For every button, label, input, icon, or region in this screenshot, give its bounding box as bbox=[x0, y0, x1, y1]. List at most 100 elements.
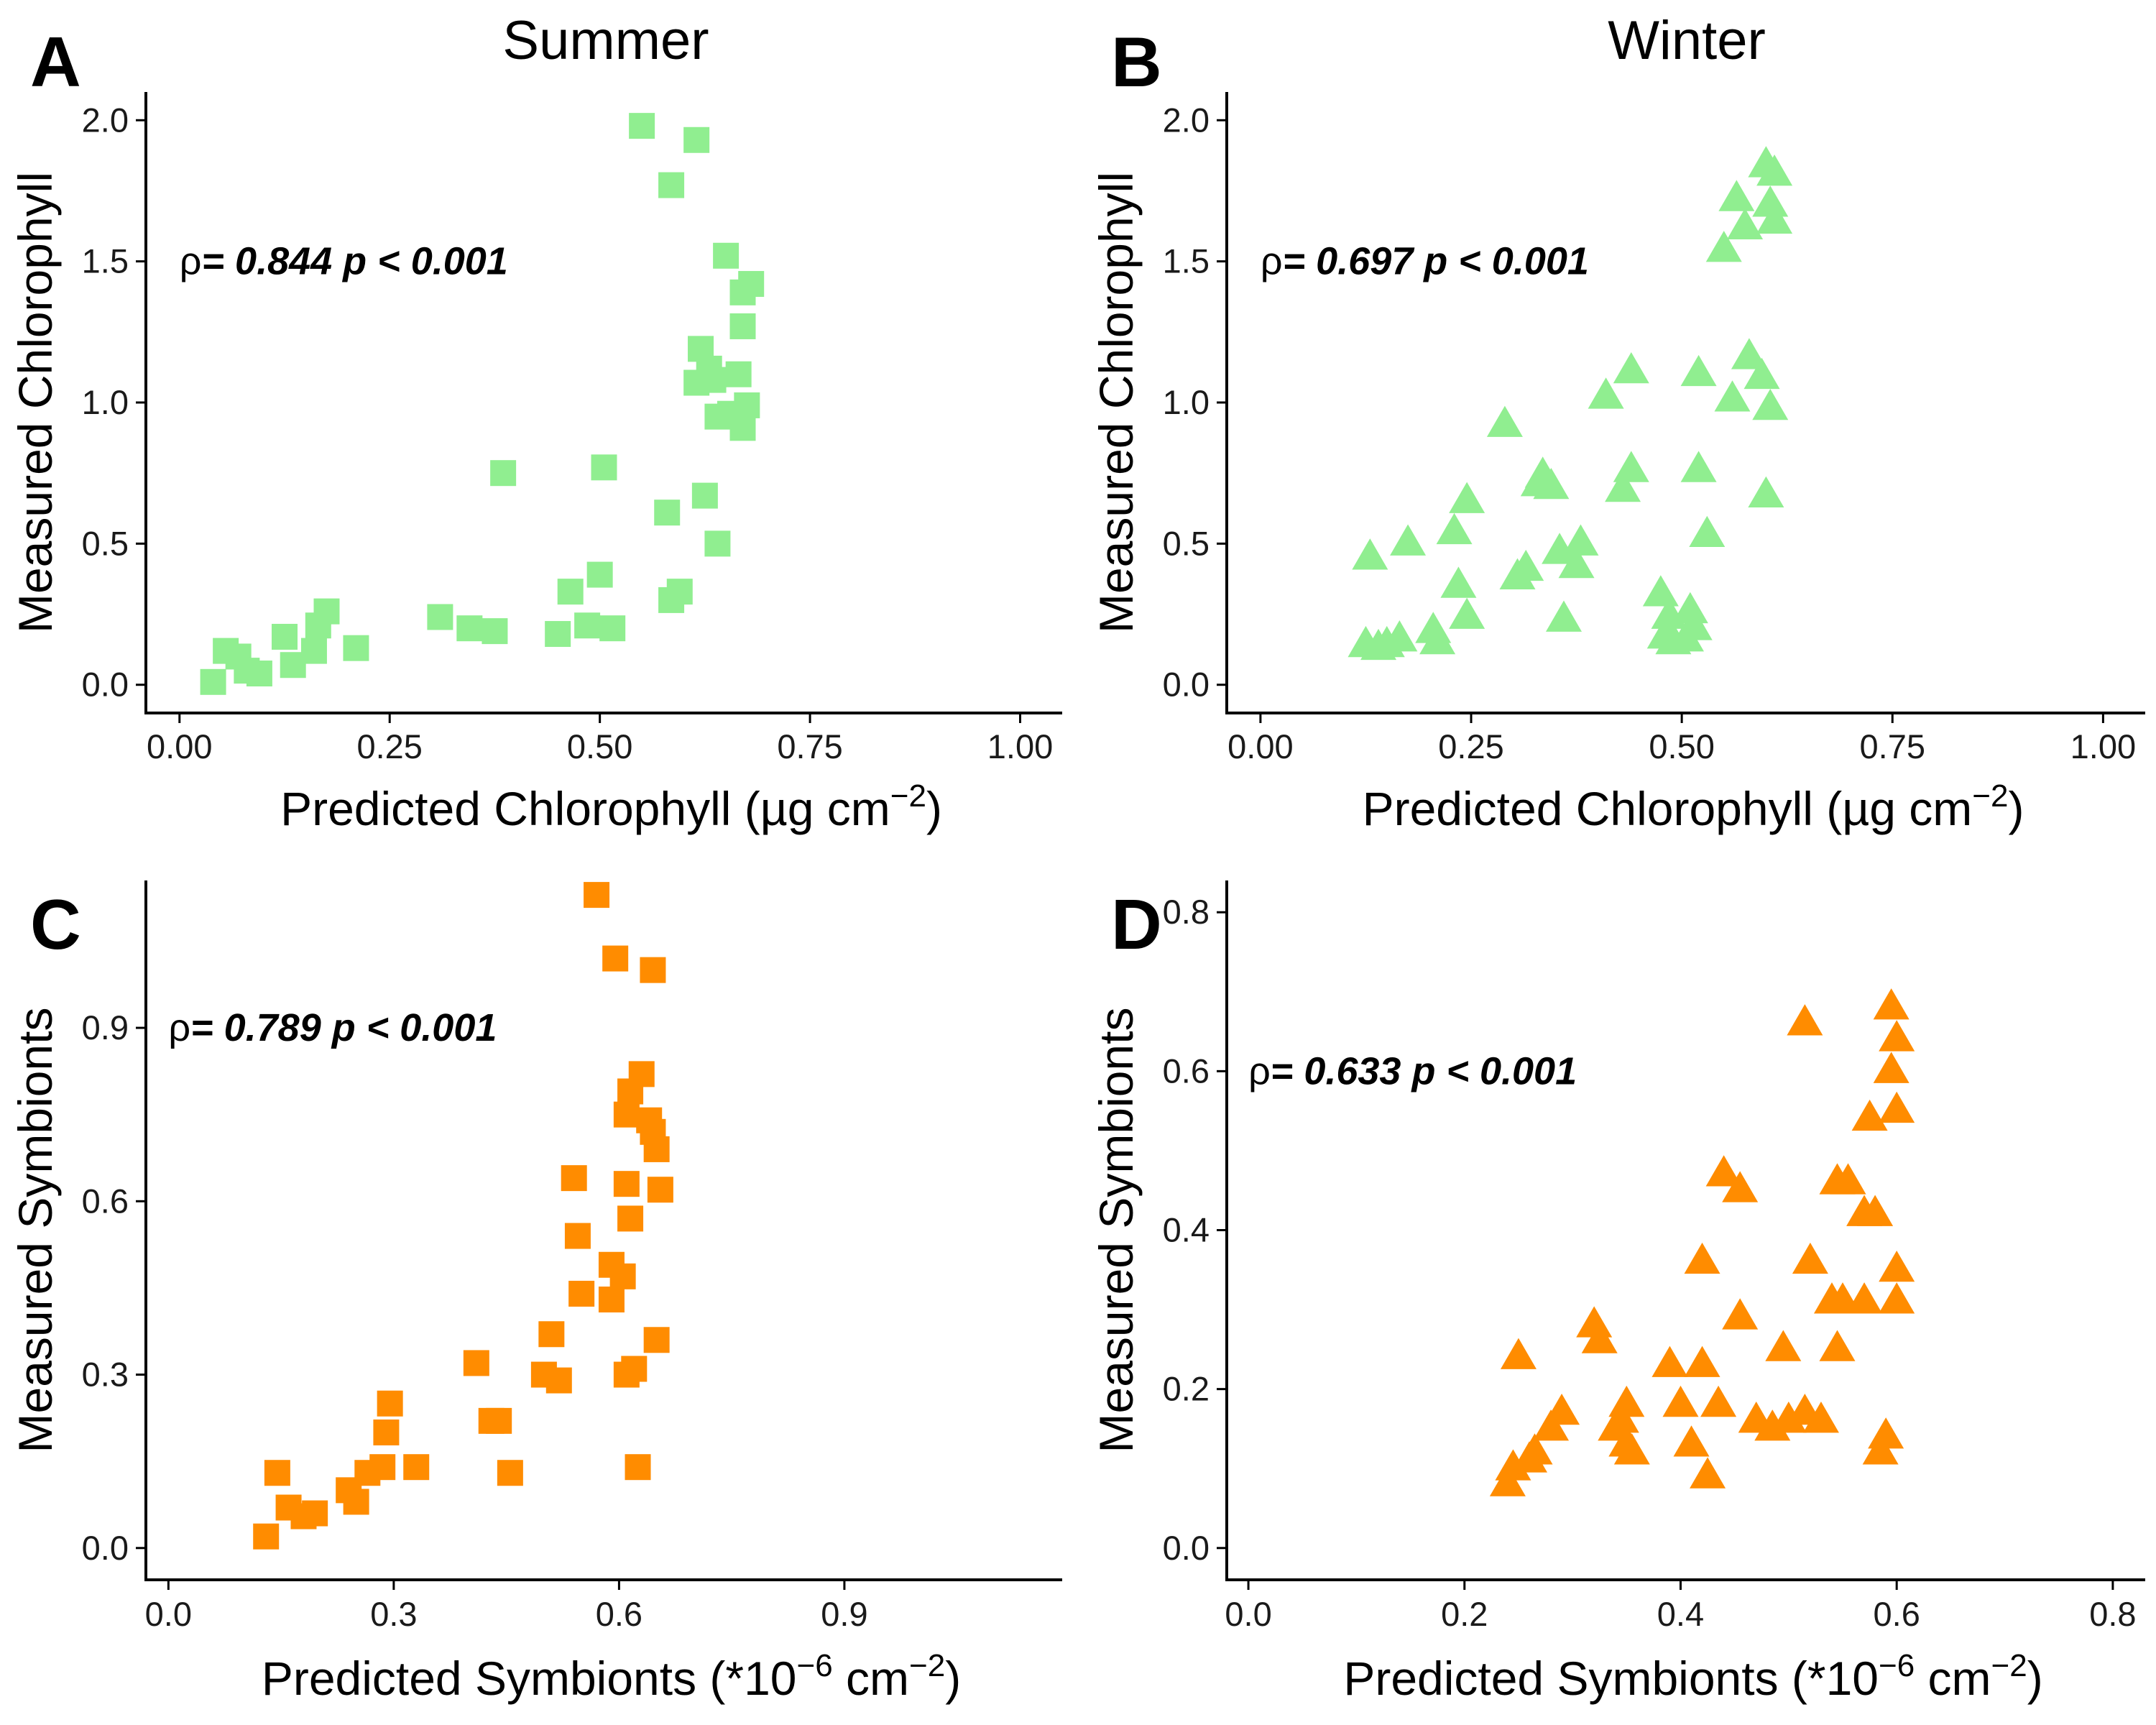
x-tick-label: 0.9 bbox=[821, 1595, 867, 1633]
data-point-triangle bbox=[1857, 1195, 1894, 1226]
panel-c-summer-symbionts: 0.0 0.3 0.6 0.9 0.0 0.3 0.6 0.9 ρ= 0.789 p < 0.0… bbox=[9, 880, 1062, 1705]
x-axis-title-end: ) bbox=[2027, 1652, 2043, 1705]
data-point-square bbox=[654, 500, 681, 526]
x-tick-label: 1.00 bbox=[2070, 727, 2136, 765]
data-point-square bbox=[377, 1390, 403, 1417]
x-axis-title-unit: cm bbox=[1915, 1652, 1991, 1705]
data-point-triangle bbox=[1722, 1171, 1759, 1202]
data-point-square bbox=[545, 621, 571, 648]
y-tick-label: 0.6 bbox=[1163, 1052, 1210, 1090]
data-point-square bbox=[545, 1367, 572, 1394]
data-point-triangle bbox=[1440, 566, 1477, 598]
data-point-triangle bbox=[1752, 389, 1789, 420]
data-point-square bbox=[598, 1286, 625, 1312]
y-tick-label: 0.8 bbox=[1163, 893, 1210, 931]
rho-symbol: ρ bbox=[1261, 240, 1283, 283]
y-tick-label: 0.0 bbox=[1163, 1529, 1210, 1567]
data-point-triangle bbox=[1705, 231, 1742, 262]
data-point-square bbox=[613, 1171, 640, 1197]
data-point-square bbox=[704, 530, 731, 557]
y-tick-label: 0.2 bbox=[1163, 1370, 1210, 1408]
panel-b-winter-chlorophyll: 0.00 0.25 0.50 0.75 1.00 0.0 0.5 1.0 1.5 2.0 ρ= 0.… bbox=[1089, 22, 2145, 835]
y-axis-title: Measured Chlorophyll bbox=[1089, 172, 1143, 633]
data-point-triangle bbox=[1680, 451, 1717, 482]
x-tick-label: 0.75 bbox=[1860, 727, 1925, 765]
data-point-triangle bbox=[1533, 1409, 1570, 1441]
column-title-summer: Summer bbox=[502, 10, 709, 71]
rho-symbol: ρ bbox=[168, 1006, 190, 1049]
x-axis-title-main: Predicted Symbionts (*10 bbox=[262, 1652, 797, 1705]
y-tick-label: 2.0 bbox=[1163, 101, 1210, 139]
x-axis-title: Predicted Symbionts (*10−6 cm−2) bbox=[1343, 1648, 2042, 1705]
data-point-triangle bbox=[1562, 524, 1599, 556]
data-point-triangle bbox=[1642, 575, 1679, 607]
data-point-triangle bbox=[1381, 620, 1418, 652]
data-point-triangle bbox=[1879, 1091, 1915, 1123]
correlation-text: = 0.789 p < 0.001 bbox=[190, 1006, 497, 1049]
data-point-square bbox=[683, 126, 710, 153]
data-point-square bbox=[456, 615, 483, 642]
data-point-square bbox=[713, 242, 740, 269]
correlation-annotation: ρ= 0.697 p < 0.001 bbox=[1261, 240, 1589, 283]
data-point-square bbox=[272, 623, 298, 650]
data-point-square bbox=[343, 635, 369, 661]
x-tick-label: 0.25 bbox=[356, 727, 422, 765]
data-point-triangle bbox=[1545, 600, 1582, 632]
correlation-annotation: ρ= 0.844 p < 0.001 bbox=[180, 240, 508, 283]
x-tick-label: 0.00 bbox=[147, 727, 212, 765]
y-tick-label: 0.5 bbox=[1163, 524, 1210, 562]
x-tick-label: 0.6 bbox=[1874, 1595, 1920, 1633]
panel-letter: B bbox=[1111, 22, 1162, 101]
data-point-triangle bbox=[1449, 597, 1485, 629]
data-point-triangle bbox=[1727, 208, 1764, 239]
data-point-triangle bbox=[1613, 451, 1649, 482]
data-point-triangle bbox=[1544, 1393, 1580, 1425]
data-point-square bbox=[490, 460, 517, 487]
data-point-triangle bbox=[1770, 1402, 1807, 1433]
panel-a-summer-chlorophyll: 0.00 0.25 0.50 0.75 1.00 0.0 0.5 1.0 1.5 2.0 ρ= 0.… bbox=[9, 22, 1062, 835]
correlation-annotation: ρ= 0.633 p < 0.001 bbox=[1248, 1049, 1577, 1092]
rho-symbol: ρ bbox=[1248, 1049, 1271, 1092]
data-point-triangle bbox=[1873, 988, 1909, 1020]
data-point-triangle bbox=[1500, 1338, 1537, 1369]
data-point-triangle bbox=[1449, 482, 1485, 513]
y-axis-title: Measured Symbionts bbox=[1089, 1008, 1143, 1453]
x-tick-label: 0.75 bbox=[777, 727, 842, 765]
correlation-text: = 0.633 p < 0.001 bbox=[1271, 1049, 1577, 1092]
y-axis-title: Measured Symbionts bbox=[9, 1008, 62, 1453]
x-axis-title-main: Predicted Symbionts (*10 bbox=[1343, 1652, 1879, 1705]
data-point-triangle bbox=[1605, 470, 1641, 502]
data-point-triangle bbox=[1718, 180, 1755, 211]
data-point-square bbox=[643, 1136, 670, 1162]
data-point-square bbox=[497, 1460, 523, 1486]
data-point-triangle bbox=[1588, 377, 1624, 409]
data-point-triangle bbox=[1684, 1242, 1720, 1274]
data-point-square bbox=[343, 1489, 369, 1515]
data-point-square bbox=[658, 172, 685, 198]
x-axis-title-superscript: −2 bbox=[1991, 1648, 2027, 1683]
x-axis-title-superscript: −6 bbox=[1879, 1648, 1915, 1683]
data-point-square bbox=[729, 313, 756, 339]
x-axis-title-superscript: −6 bbox=[797, 1648, 833, 1683]
x-tick-label: 0.2 bbox=[1441, 1595, 1488, 1633]
data-point-square bbox=[734, 392, 760, 418]
data-point-square bbox=[643, 1327, 670, 1353]
data-point-square bbox=[700, 367, 727, 393]
x-tick-label: 1.00 bbox=[987, 727, 1053, 765]
data-point-square bbox=[561, 1165, 587, 1192]
x-tick-label: 0.8 bbox=[2089, 1595, 2136, 1633]
data-point-square bbox=[725, 361, 752, 387]
data-point-triangle bbox=[1542, 533, 1578, 564]
y-tick-label: 0.0 bbox=[1163, 666, 1210, 704]
y-axis-title: Measured Chlorophyll bbox=[9, 172, 62, 633]
data-point-square bbox=[617, 1205, 644, 1232]
data-point-triangle bbox=[1879, 1020, 1915, 1052]
data-point-triangle bbox=[1792, 1242, 1828, 1274]
data-point-triangle bbox=[1390, 524, 1427, 556]
data-point-triangle bbox=[1846, 1282, 1883, 1314]
x-axis-title: Predicted Symbionts (*10−6 cm−2) bbox=[262, 1648, 961, 1705]
data-point-triangle bbox=[1731, 338, 1767, 369]
data-point-triangle bbox=[1608, 1385, 1645, 1417]
data-point-triangle bbox=[1714, 380, 1751, 412]
data-point-square bbox=[482, 618, 508, 645]
